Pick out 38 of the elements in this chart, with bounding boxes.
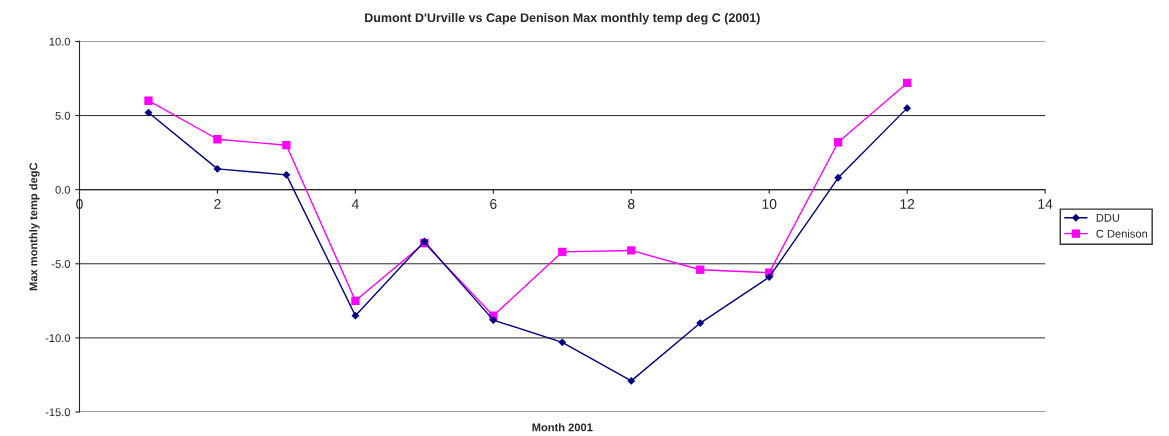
y-tick-label: -5.0 bbox=[51, 260, 71, 268]
point bbox=[765, 273, 774, 282]
point bbox=[144, 108, 153, 117]
y-tick-label: 5.0 bbox=[55, 111, 71, 120]
x-tick-label: 8 bbox=[628, 199, 635, 209]
x-axis-title: Month 2001 bbox=[532, 423, 593, 432]
y-tick-label: 0.0 bbox=[55, 185, 71, 194]
x-tick-label: 6 bbox=[490, 199, 497, 209]
point bbox=[351, 311, 360, 320]
point bbox=[213, 135, 222, 144]
x-tick-label: 14 bbox=[1038, 199, 1053, 209]
point bbox=[351, 296, 360, 306]
point bbox=[903, 104, 912, 113]
point bbox=[213, 164, 222, 173]
point bbox=[834, 138, 843, 147]
point bbox=[696, 319, 705, 327]
x-tick-label: 4 bbox=[351, 199, 359, 209]
point bbox=[696, 265, 705, 274]
y-tick-label: -15.0 bbox=[45, 408, 71, 417]
x-tick-label: 12 bbox=[900, 199, 915, 209]
y-tick-label: -10.0 bbox=[45, 334, 71, 343]
x-tick-label: 10 bbox=[762, 199, 777, 209]
legend-label: C Denison bbox=[1096, 229, 1148, 238]
point bbox=[282, 170, 291, 179]
x-tick-label: 2 bbox=[214, 199, 221, 209]
point bbox=[834, 173, 843, 182]
point bbox=[902, 78, 912, 88]
y-axis-title: Max monthly temp degC bbox=[29, 162, 40, 291]
point bbox=[558, 247, 567, 257]
point bbox=[558, 338, 567, 347]
point bbox=[627, 246, 636, 255]
point bbox=[144, 96, 153, 105]
point bbox=[489, 316, 498, 325]
chart-title: Dumont D'Urville vs Cape Denison Max monthly temp deg C (2001) bbox=[365, 12, 760, 25]
legend-label: DDU bbox=[1096, 213, 1120, 222]
y-tick-label: 10.0 bbox=[49, 37, 71, 46]
point bbox=[627, 376, 636, 385]
point bbox=[282, 141, 291, 150]
